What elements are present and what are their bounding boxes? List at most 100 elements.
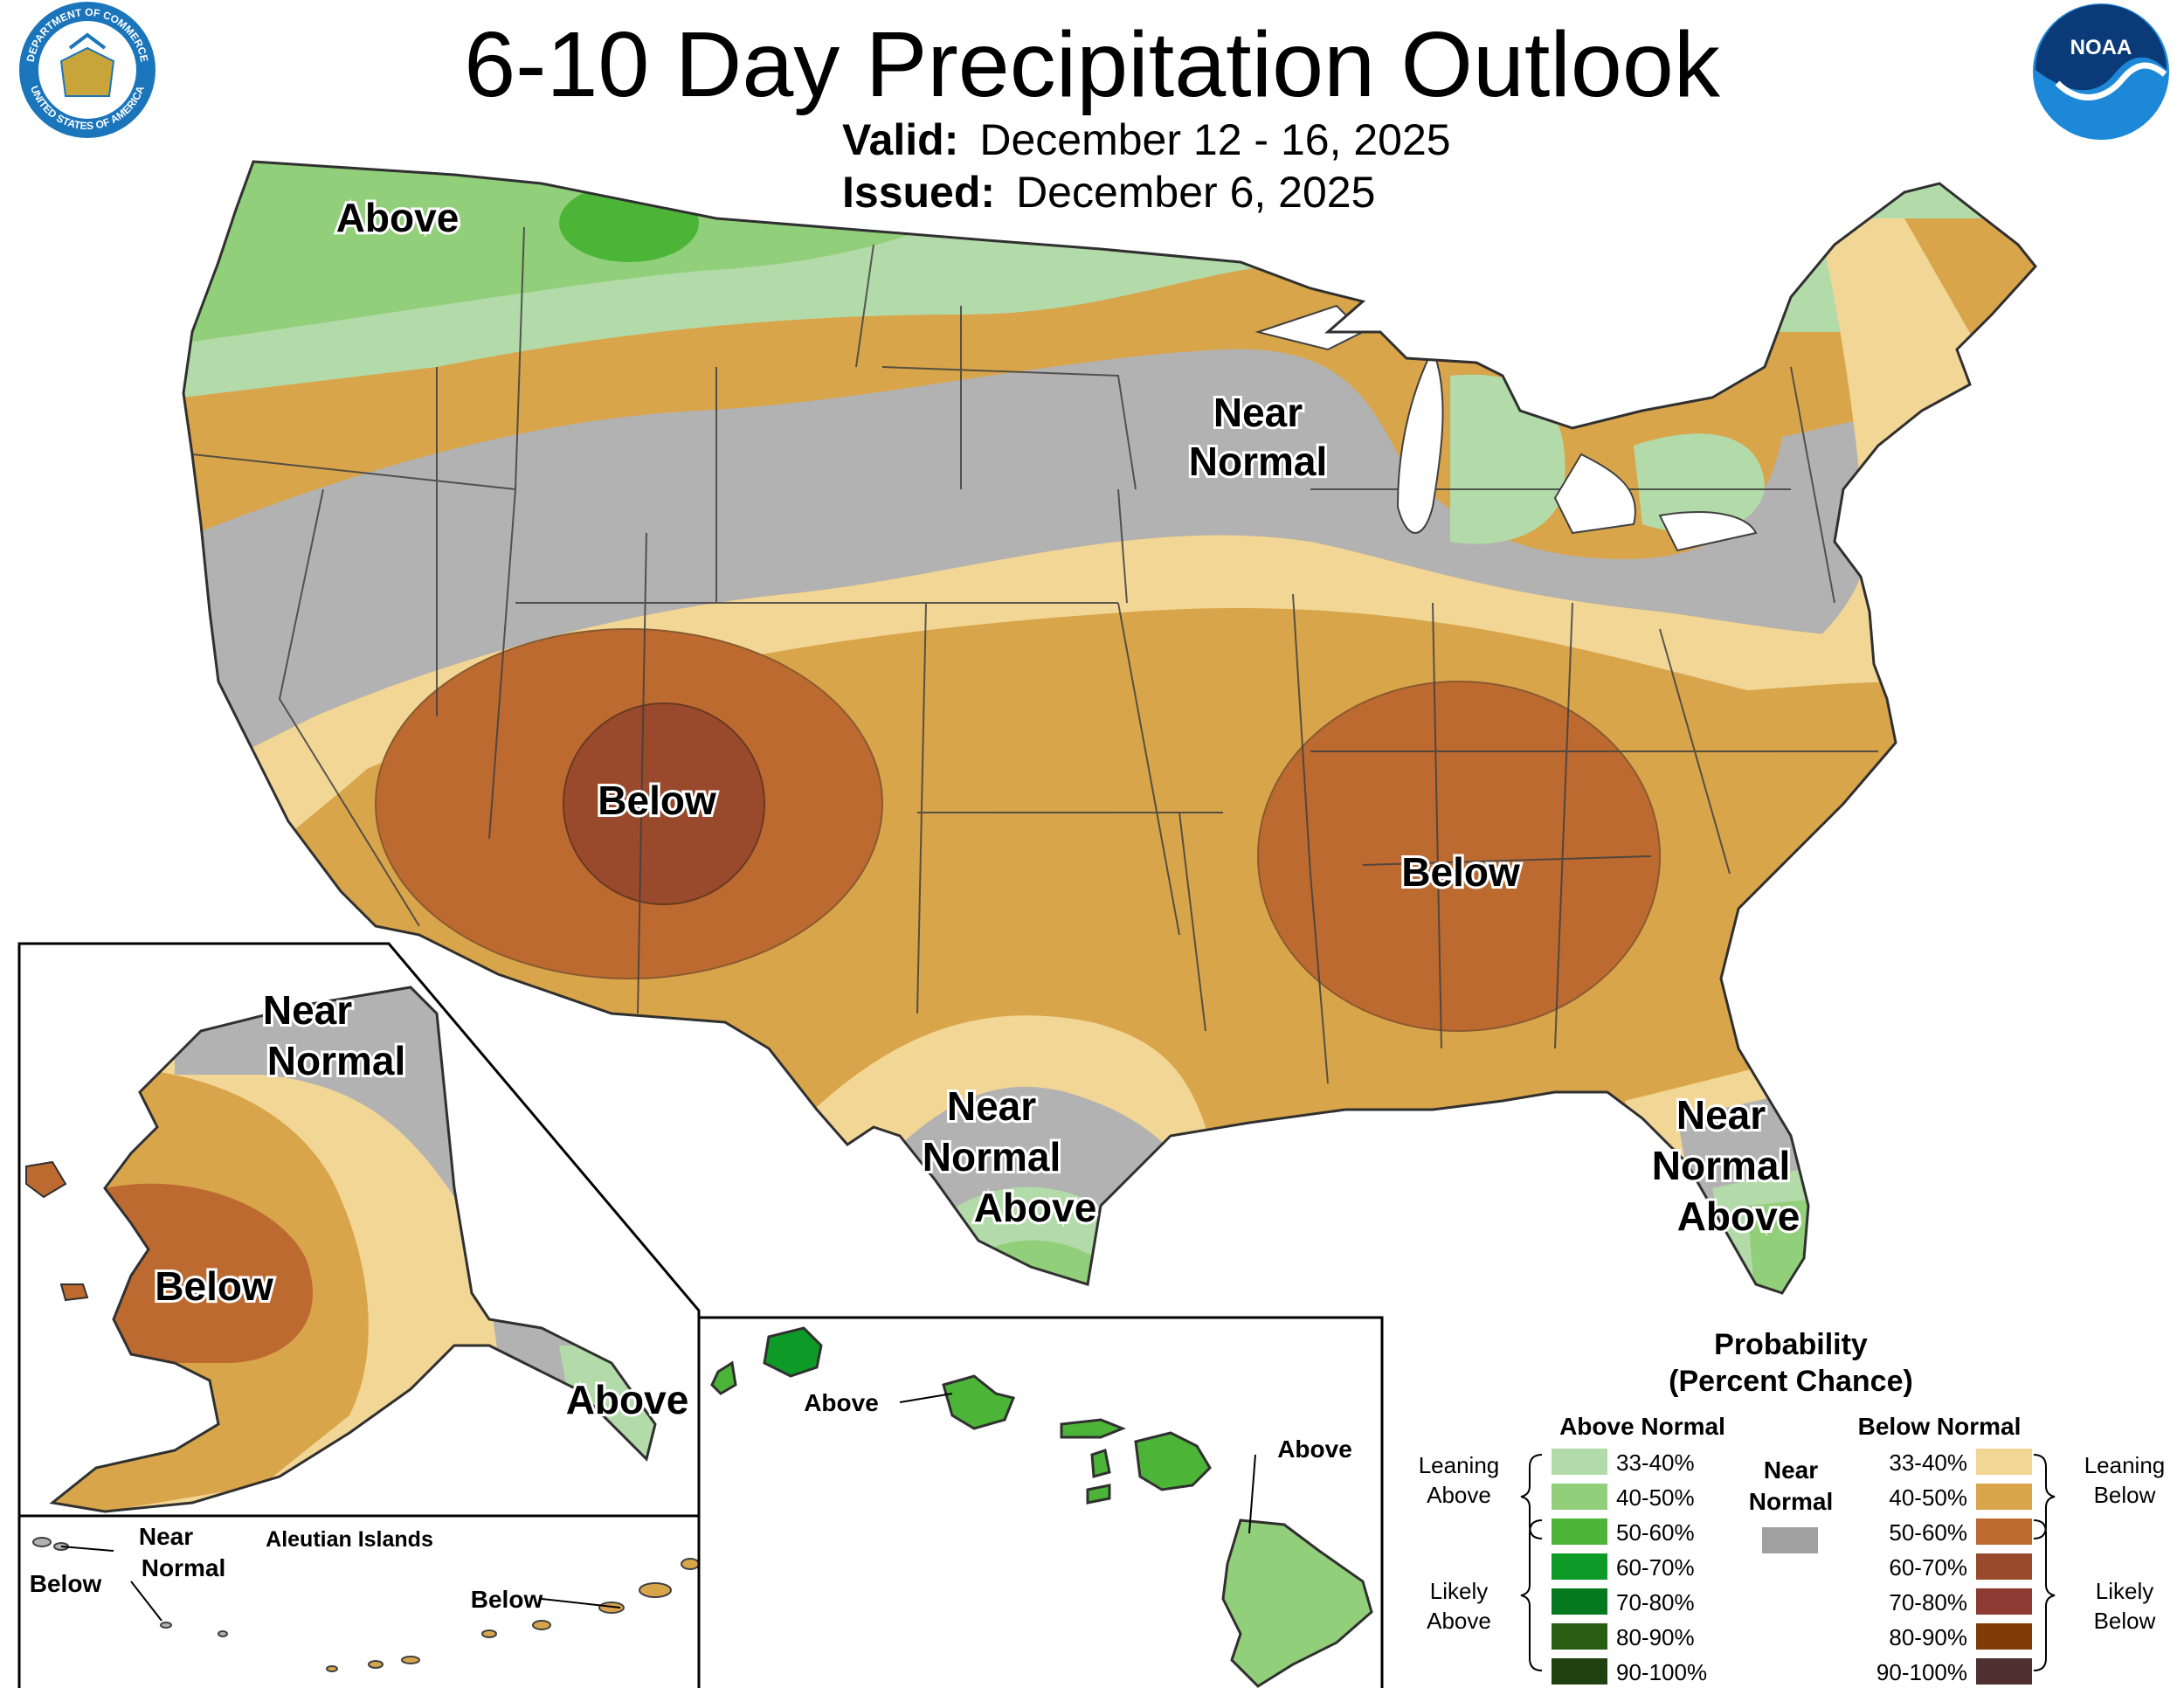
- aleutian-inset: Aleutian Islands Near: [17, 1514, 701, 1688]
- legend-near-normal-swatch: [1762, 1527, 1818, 1553]
- legend-above-swatches: 33-40% 40-50% 50-60% 60-70% 70-80% 80-90% 90-1…: [1552, 1449, 1707, 1685]
- st-lawrence-island: [25, 1160, 67, 1199]
- legend-below-swatch-4: [1976, 1588, 2032, 1615]
- label-aleutian-below-west: Below: [30, 1570, 102, 1597]
- legend-above-swatch-5: [1552, 1623, 1607, 1650]
- legend-above-swatch-1: [1552, 1484, 1607, 1510]
- label-hawaii-above-big: Above: [1277, 1435, 1352, 1463]
- label-alaska-near-1: Near: [263, 987, 352, 1033]
- kauai-island: [763, 1326, 823, 1378]
- legend-likely-below-1: Likely: [2096, 1578, 2153, 1604]
- legend-above-swatch-3: [1552, 1553, 1607, 1580]
- legend-likely-below-2: Below: [2094, 1608, 2156, 1634]
- label-aleutian-below-east: Below: [471, 1586, 543, 1613]
- label-aleutian-near-1: Near: [139, 1523, 193, 1550]
- legend-above-range-6: 90-100%: [1616, 1659, 1707, 1685]
- issued-date-line: Issued: December 6, 2025: [842, 166, 1375, 218]
- aleutian-east-islands: [326, 1558, 700, 1672]
- legend-below-range-2: 50-60%: [1889, 1519, 1967, 1546]
- kahoolawe-island: [1086, 1484, 1111, 1505]
- legend-below-range-1: 40-50%: [1889, 1484, 1967, 1511]
- label-above-northwest: Above: [336, 195, 460, 240]
- map-title: 6-10 Day Precipitation Outlook: [464, 13, 1720, 116]
- label-near-normal-north-2: Normal: [1189, 439, 1327, 484]
- legend-below-header: Below Normal: [1858, 1413, 2022, 1440]
- label-below-southwest: Below: [598, 778, 716, 823]
- legend-above-swatch-2: [1552, 1519, 1607, 1545]
- label-florida-above: Above: [1677, 1193, 1800, 1239]
- legend-above-swatch-6: [1552, 1658, 1607, 1685]
- valid-dates: December 12 - 16, 2025: [979, 115, 1451, 164]
- legend-below-range-4: 70-80%: [1889, 1589, 1967, 1615]
- label-alaska-above: Above: [566, 1377, 689, 1422]
- legend-likely-above-1: Likely: [1430, 1578, 1488, 1604]
- legend-above-swatch-4: [1552, 1588, 1607, 1615]
- state-borders: [191, 226, 1878, 1084]
- label-texas-near-2: Normal: [923, 1134, 1061, 1180]
- label-aleutian-near-2: Normal: [142, 1554, 225, 1581]
- label-below-southeast: Below: [1401, 849, 1520, 895]
- legend-below-range-3: 60-70%: [1889, 1554, 1967, 1581]
- alaska-outline: [49, 986, 657, 1513]
- molokai-island: [1060, 1418, 1127, 1439]
- legend-leaning-below-1: Leaning: [2084, 1452, 2166, 1478]
- aleutian-title: Aleutian Islands: [266, 1527, 433, 1552]
- noaa-logo-icon: NOAA: [2033, 3, 2169, 140]
- legend-likely-above-2: Above: [1427, 1608, 1491, 1634]
- conus-outline: [182, 160, 2037, 1295]
- big-island: [1221, 1519, 1373, 1688]
- label-near-normal-north-1: Near: [1213, 390, 1303, 435]
- legend-above-range-0: 33-40%: [1616, 1449, 1695, 1476]
- legend-above-header: Above Normal: [1559, 1413, 1725, 1440]
- valid-date-line: Valid: December 12 - 16, 2025: [842, 114, 1451, 166]
- legend-below-swatch-3: [1976, 1553, 2032, 1580]
- legend-above-range-3: 60-70%: [1616, 1554, 1695, 1581]
- legend-above-swatch-0: [1552, 1449, 1607, 1475]
- legend-below-range-5: 80-90%: [1889, 1624, 1967, 1650]
- lanai-island: [1090, 1449, 1111, 1478]
- legend-near-1: Near: [1764, 1456, 1818, 1484]
- issued-date: December 6, 2025: [1016, 168, 1376, 217]
- legend-above-range-1: 40-50%: [1616, 1484, 1695, 1511]
- label-texas-above: Above: [974, 1185, 1097, 1230]
- issued-label: Issued:: [842, 168, 996, 217]
- legend-below-swatches: 33-40% 40-50% 50-60% 60-70% 70-80% 80-90% 90-1…: [1876, 1449, 2032, 1685]
- label-florida-near-1: Near: [1676, 1092, 1766, 1138]
- sw-below-60-70-zone: [563, 702, 765, 905]
- label-florida-near-2: Normal: [1652, 1143, 1790, 1188]
- nunivak-island: [59, 1283, 89, 1302]
- near-normal-north-zone: [183, 349, 2035, 786]
- label-alaska-near-2: Normal: [267, 1038, 405, 1083]
- legend-leaning-below-2: Below: [2094, 1482, 2156, 1508]
- alaska-below-50-60-zone: [105, 1183, 313, 1363]
- legend-above-range-5: 80-90%: [1616, 1624, 1695, 1650]
- noaa-logo-text: NOAA: [2070, 36, 2132, 59]
- label-alaska-below: Below: [155, 1263, 273, 1309]
- legend-leaning-above-1: Leaning: [1419, 1452, 1500, 1478]
- label-hawaii-above-oahu: Above: [804, 1389, 879, 1416]
- legend-below-swatch-0: [1976, 1449, 2032, 1475]
- legend-title-1: Probability: [1714, 1328, 1868, 1361]
- alaska-inset: Near Normal Below Above: [17, 942, 701, 1518]
- legend-below-swatch-6: [1976, 1658, 2032, 1685]
- legend-below-swatch-5: [1976, 1623, 2032, 1650]
- legend-above-range-4: 70-80%: [1616, 1589, 1695, 1615]
- legend-near-2: Normal: [1749, 1488, 1833, 1515]
- texas-above-40-50-zone: [987, 1240, 1118, 1293]
- oahu-island: [942, 1374, 1016, 1430]
- legend-above-range-2: 50-60%: [1616, 1519, 1695, 1546]
- legend-below-swatch-2: [1976, 1519, 2032, 1545]
- hawaii-inset: Above Above: [697, 1316, 1384, 1688]
- legend: Probability (Percent Chance) Above Norma…: [1419, 1328, 2166, 1685]
- great-lakes-above-zone: [1450, 374, 1765, 544]
- montana-above-50-60-zone: [559, 183, 699, 262]
- conus-labels: Above Near Normal Below Below Near Norma…: [334, 192, 1803, 1242]
- maui-island: [1134, 1431, 1212, 1491]
- niihau-island: [710, 1360, 737, 1395]
- above-40-50-zone: [183, 162, 2035, 367]
- legend-below-swatch-1: [1976, 1484, 2032, 1510]
- legend-below-range-0: 33-40%: [1889, 1449, 1967, 1476]
- valid-label: Valid:: [842, 115, 959, 164]
